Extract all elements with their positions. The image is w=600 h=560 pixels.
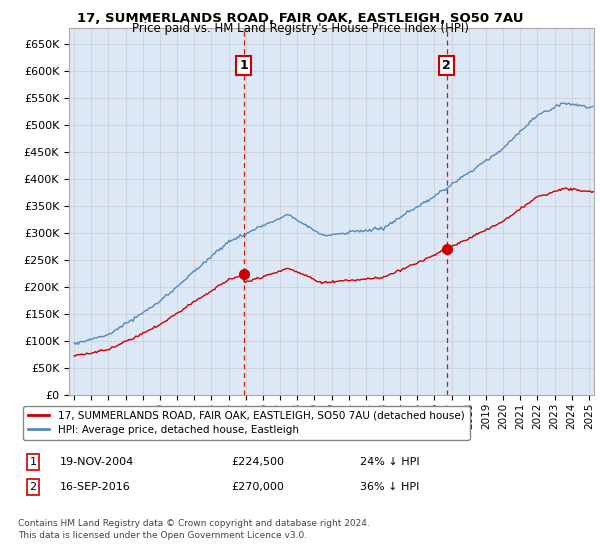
Text: 16-SEP-2016: 16-SEP-2016	[60, 482, 131, 492]
Text: 17, SUMMERLANDS ROAD, FAIR OAK, EASTLEIGH, SO50 7AU: 17, SUMMERLANDS ROAD, FAIR OAK, EASTLEIG…	[77, 12, 523, 25]
Text: 36% ↓ HPI: 36% ↓ HPI	[360, 482, 419, 492]
Text: £270,000: £270,000	[231, 482, 284, 492]
Text: 19-NOV-2004: 19-NOV-2004	[60, 457, 134, 467]
Legend: 17, SUMMERLANDS ROAD, FAIR OAK, EASTLEIGH, SO50 7AU (detached house), HPI: Avera: 17, SUMMERLANDS ROAD, FAIR OAK, EASTLEIG…	[23, 405, 470, 440]
Text: 2: 2	[442, 59, 451, 72]
Text: Price paid vs. HM Land Registry's House Price Index (HPI): Price paid vs. HM Land Registry's House …	[131, 22, 469, 35]
Text: 24% ↓ HPI: 24% ↓ HPI	[360, 457, 419, 467]
Text: Contains HM Land Registry data © Crown copyright and database right 2024.
This d: Contains HM Land Registry data © Crown c…	[18, 519, 370, 540]
Text: £224,500: £224,500	[231, 457, 284, 467]
Text: 1: 1	[239, 59, 248, 72]
Text: 2: 2	[29, 482, 37, 492]
Text: 1: 1	[29, 457, 37, 467]
